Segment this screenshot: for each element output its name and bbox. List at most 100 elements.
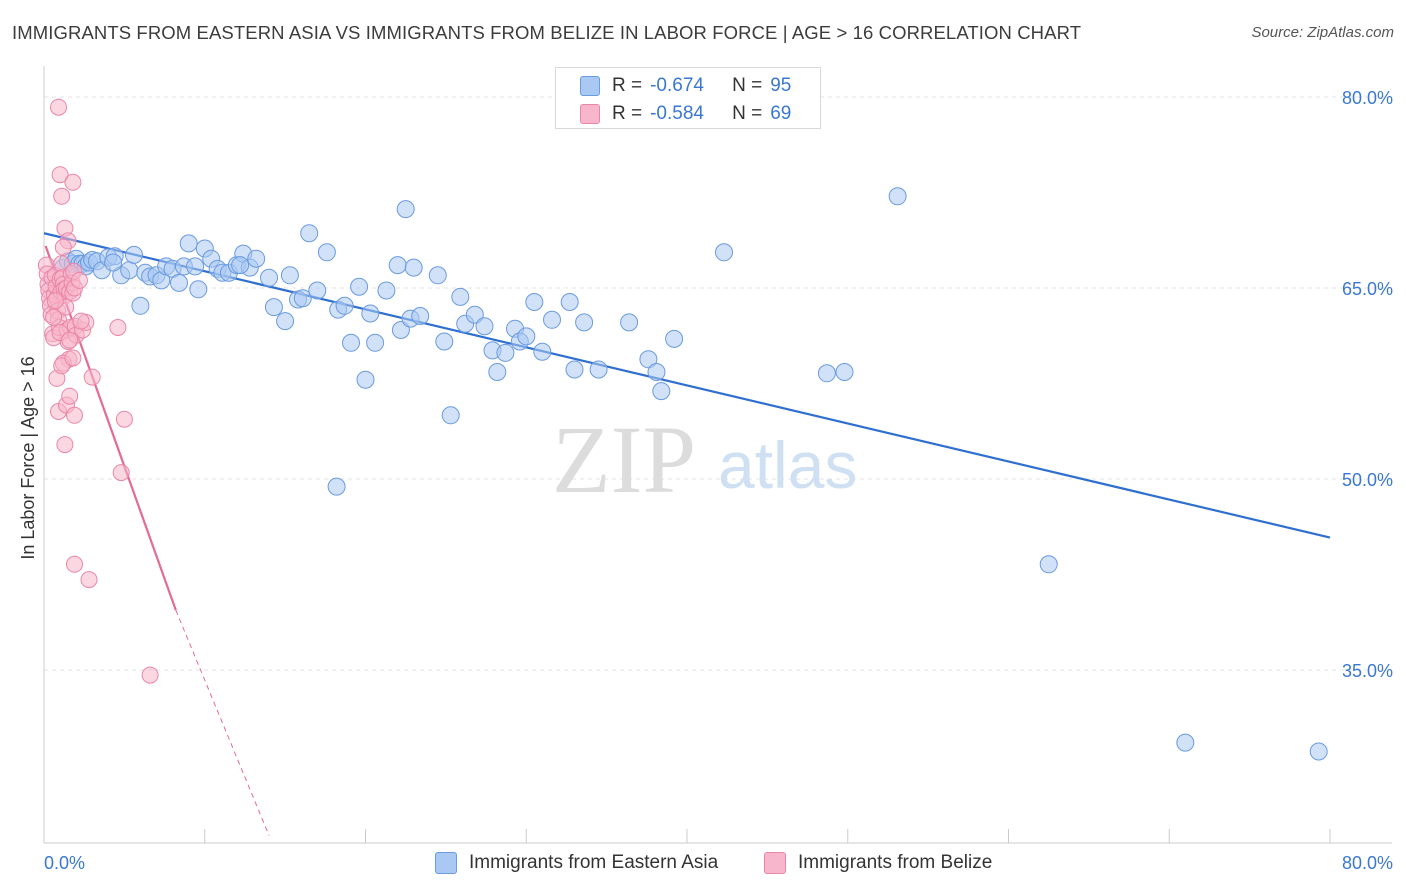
trend-line-eastern-asia xyxy=(43,232,1331,539)
y-tick-label: 80.0% xyxy=(1342,88,1393,108)
point-eastern-asia xyxy=(396,200,415,219)
point-eastern-asia xyxy=(179,234,198,253)
legend-swatch-pink xyxy=(580,104,600,124)
point-belize xyxy=(66,555,83,573)
point-eastern-asia xyxy=(120,261,139,280)
point-eastern-asia xyxy=(1039,555,1058,574)
point-eastern-asia xyxy=(475,317,494,336)
point-belize xyxy=(72,312,90,330)
legend-swatch-pink xyxy=(764,852,786,874)
data-points xyxy=(37,98,1328,761)
point-eastern-asia xyxy=(186,257,205,276)
point-eastern-asia xyxy=(451,287,470,306)
point-eastern-asia xyxy=(647,363,666,381)
point-eastern-asia xyxy=(377,281,396,300)
point-eastern-asia xyxy=(300,224,319,243)
point-eastern-asia xyxy=(361,304,380,323)
point-belize xyxy=(50,98,67,116)
point-belize xyxy=(54,238,72,256)
tick-labels: 35.0% 50.0% 65.0% 80.0% 0.0% 80.0% xyxy=(44,88,1393,873)
point-eastern-asia xyxy=(280,266,299,285)
point-eastern-asia xyxy=(231,256,250,275)
point-eastern-asia xyxy=(525,293,544,311)
point-eastern-asia xyxy=(350,277,369,296)
y-tick-label: 65.0% xyxy=(1342,279,1393,299)
point-belize xyxy=(51,166,69,184)
legend-label-eastern-asia: Immigrants from Eastern Asia xyxy=(469,852,719,873)
point-eastern-asia xyxy=(560,293,579,311)
point-eastern-asia xyxy=(589,360,608,379)
watermark-zip: ZIP xyxy=(552,406,696,513)
point-eastern-asia xyxy=(517,327,536,346)
point-eastern-asia xyxy=(488,363,507,381)
point-eastern-asia xyxy=(715,243,733,262)
point-eastern-asia xyxy=(125,245,143,264)
y-tick-label: 35.0% xyxy=(1342,661,1393,681)
legend-swatch-blue xyxy=(435,852,457,874)
legend-n-value: 69 xyxy=(770,103,792,124)
point-eastern-asia xyxy=(835,363,854,381)
legend-n-label: N = xyxy=(732,103,763,124)
point-eastern-asia xyxy=(366,333,385,352)
series-legend: Immigrants from Eastern Asia Immigrants … xyxy=(0,852,1406,878)
point-belize xyxy=(70,271,88,289)
point-eastern-asia xyxy=(652,382,671,401)
point-belize xyxy=(141,666,159,684)
point-belize xyxy=(66,406,83,424)
point-eastern-asia xyxy=(441,406,460,425)
point-eastern-asia xyxy=(356,370,375,389)
point-eastern-asia xyxy=(335,296,354,315)
legend-swatch-blue xyxy=(580,76,600,96)
point-eastern-asia xyxy=(411,307,430,325)
point-eastern-asia xyxy=(465,305,484,324)
chart-source: Source: ZipAtlas.com xyxy=(1251,24,1394,41)
point-belize xyxy=(46,292,64,310)
legend-row-belize: R = -0.584 N = 69 xyxy=(580,102,791,126)
point-eastern-asia xyxy=(888,187,907,206)
point-eastern-asia xyxy=(1176,733,1195,752)
x-tick-label: 80.0% xyxy=(1342,853,1393,873)
axes xyxy=(43,66,1392,844)
point-eastern-asia xyxy=(342,333,360,352)
legend-item-belize[interactable]: Immigrants from Belize xyxy=(764,852,992,874)
point-eastern-asia xyxy=(665,329,684,348)
legend-r-label: R = xyxy=(612,75,643,96)
point-eastern-asia xyxy=(404,258,423,277)
point-eastern-asia xyxy=(435,332,454,351)
legend-item-eastern-asia[interactable]: Immigrants from Eastern Asia xyxy=(435,852,718,874)
point-eastern-asia xyxy=(428,266,447,285)
point-belize xyxy=(53,187,71,205)
point-eastern-asia xyxy=(131,296,150,315)
point-eastern-asia xyxy=(264,298,283,317)
point-eastern-asia xyxy=(189,280,208,299)
point-eastern-asia xyxy=(170,273,188,292)
point-eastern-asia xyxy=(575,313,594,332)
point-eastern-asia xyxy=(620,313,639,332)
trend-lines xyxy=(43,232,1331,836)
point-eastern-asia xyxy=(388,256,407,275)
legend-n-label: N = xyxy=(732,75,763,96)
legend-r-label: R = xyxy=(612,103,643,124)
point-belize xyxy=(64,349,82,367)
point-eastern-asia xyxy=(496,343,515,362)
point-eastern-asia xyxy=(276,312,295,331)
point-eastern-asia xyxy=(533,342,552,361)
legend-row-eastern-asia: R = -0.674 N = 95 xyxy=(580,74,791,98)
legend-n-value: 95 xyxy=(770,75,792,96)
chart-title: IMMIGRANTS FROM EASTERN ASIA VS IMMIGRAN… xyxy=(12,22,1082,43)
point-belize xyxy=(56,436,74,454)
point-eastern-asia xyxy=(639,350,658,369)
legend-label-belize: Immigrants from Belize xyxy=(798,852,993,873)
point-eastern-asia xyxy=(104,253,123,272)
x-tick-label: 0.0% xyxy=(44,853,85,873)
point-belize xyxy=(61,331,79,349)
point-belize xyxy=(83,368,101,386)
point-eastern-asia xyxy=(308,281,327,300)
legend-r-value: -0.584 xyxy=(650,103,704,124)
stats-legend: R = -0.674 N = 95 R = -0.584 N = 69 xyxy=(555,67,821,129)
watermark-atlas: atlas xyxy=(718,428,857,502)
point-belize xyxy=(64,173,82,191)
point-eastern-asia xyxy=(817,364,836,383)
point-eastern-asia xyxy=(327,477,346,496)
